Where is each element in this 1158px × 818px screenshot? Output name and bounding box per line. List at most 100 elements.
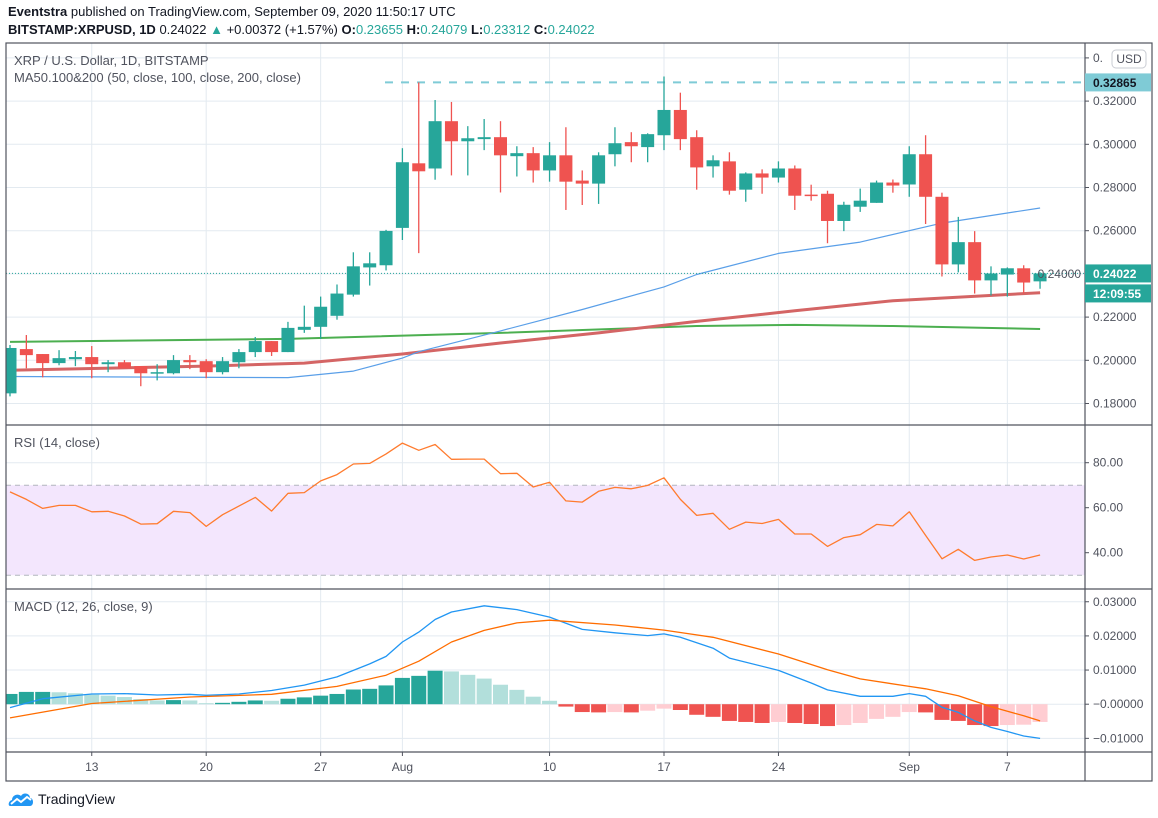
candle[interactable] bbox=[85, 346, 99, 379]
macd-pane[interactable] bbox=[3, 605, 1048, 740]
price-pane[interactable] bbox=[4, 76, 1086, 397]
candle[interactable] bbox=[150, 364, 164, 381]
candle[interactable] bbox=[444, 101, 458, 176]
candle-body bbox=[984, 273, 998, 281]
candle[interactable] bbox=[951, 216, 965, 273]
candle[interactable] bbox=[543, 142, 557, 182]
macd-label[interactable]: MACD (12, 26, close, 9) bbox=[14, 599, 153, 614]
ma-indicator-label[interactable]: MA50.100&200 (50, close, 100, close, 200… bbox=[14, 70, 301, 85]
candle[interactable] bbox=[706, 155, 720, 178]
candle[interactable] bbox=[1033, 272, 1047, 289]
price-axis-label: 0. bbox=[1093, 51, 1103, 65]
candle[interactable] bbox=[4, 344, 17, 397]
macd-histogram-bar bbox=[198, 703, 214, 705]
candle-body bbox=[837, 204, 851, 221]
candle[interactable] bbox=[68, 351, 82, 367]
candle[interactable] bbox=[526, 147, 540, 183]
candle[interactable] bbox=[722, 152, 736, 195]
candle[interactable] bbox=[837, 201, 851, 232]
candle-body bbox=[771, 168, 785, 178]
high-value: 0.24079 bbox=[420, 22, 468, 37]
high-price-badge: 0.32865 bbox=[1085, 73, 1151, 92]
candle[interactable] bbox=[657, 76, 671, 151]
candle[interactable] bbox=[821, 190, 834, 244]
candle[interactable] bbox=[134, 366, 148, 387]
candle[interactable] bbox=[232, 349, 246, 369]
candle[interactable] bbox=[608, 127, 622, 167]
candle[interactable] bbox=[968, 231, 982, 294]
candle[interactable] bbox=[673, 92, 687, 151]
candle[interactable] bbox=[330, 284, 344, 320]
candle[interactable] bbox=[248, 336, 262, 358]
candle[interactable] bbox=[984, 266, 998, 296]
candle[interactable] bbox=[117, 360, 131, 369]
candle[interactable] bbox=[314, 296, 328, 339]
candle-body bbox=[297, 326, 311, 330]
candle[interactable] bbox=[52, 350, 66, 366]
candle[interactable] bbox=[36, 354, 50, 378]
candle-body bbox=[444, 121, 458, 142]
candle[interactable] bbox=[101, 360, 115, 373]
candle[interactable] bbox=[690, 130, 704, 190]
candle[interactable] bbox=[771, 161, 785, 183]
candle[interactable] bbox=[575, 170, 589, 205]
candle[interactable] bbox=[1000, 267, 1014, 297]
candle[interactable] bbox=[902, 146, 916, 197]
candle[interactable] bbox=[167, 355, 180, 375]
candle[interactable] bbox=[216, 357, 230, 375]
candle[interactable] bbox=[363, 252, 377, 286]
candle[interactable] bbox=[755, 169, 769, 194]
candle[interactable] bbox=[346, 252, 360, 297]
candle[interactable] bbox=[853, 188, 867, 212]
currency-button[interactable]: USD bbox=[1111, 49, 1147, 69]
candle[interactable] bbox=[494, 121, 507, 193]
candle[interactable] bbox=[592, 152, 606, 204]
tradingview-brand[interactable]: TradingView bbox=[8, 790, 115, 808]
candle-body bbox=[657, 109, 671, 136]
candle[interactable] bbox=[935, 192, 949, 277]
macd-histogram-bar bbox=[264, 700, 280, 705]
candle[interactable] bbox=[559, 127, 573, 210]
candle[interactable] bbox=[804, 184, 818, 201]
candle-body bbox=[1017, 268, 1031, 283]
candle[interactable] bbox=[183, 355, 197, 370]
candle-body bbox=[68, 357, 82, 360]
candle[interactable] bbox=[395, 148, 409, 240]
candle-body bbox=[395, 162, 409, 228]
candle-body bbox=[461, 138, 475, 142]
rsi-pane[interactable] bbox=[6, 442, 1085, 576]
candle-body bbox=[412, 163, 426, 172]
candle[interactable] bbox=[199, 359, 213, 379]
last-price-badge-text: 0.24022 bbox=[1093, 267, 1137, 281]
candle[interactable] bbox=[297, 305, 311, 333]
candle-body bbox=[951, 242, 965, 265]
candle[interactable] bbox=[641, 133, 655, 163]
candle[interactable] bbox=[739, 172, 753, 202]
candle-body bbox=[968, 242, 982, 281]
candle[interactable] bbox=[788, 165, 802, 210]
candle[interactable] bbox=[19, 335, 33, 369]
candle[interactable] bbox=[412, 82, 426, 254]
candle[interactable] bbox=[281, 321, 295, 353]
candle-body bbox=[788, 168, 802, 196]
candle[interactable] bbox=[870, 180, 884, 203]
candle[interactable] bbox=[477, 119, 491, 151]
axes: 13 20 27 Aug 10 17 24 Sep 7 0. 0.32000 0.30000 0.280… bbox=[85, 51, 1151, 774]
rsi-label[interactable]: RSI (14, close) bbox=[14, 435, 100, 450]
candle[interactable] bbox=[1017, 265, 1031, 294]
published-text: published on TradingView.com, September … bbox=[70, 4, 456, 19]
candle[interactable] bbox=[379, 229, 393, 271]
publisher-name[interactable]: Eventstra bbox=[8, 4, 68, 19]
candle[interactable] bbox=[265, 341, 279, 356]
candle[interactable] bbox=[510, 146, 524, 177]
candle-body bbox=[232, 352, 246, 363]
open-label: O: bbox=[341, 22, 356, 37]
candle[interactable] bbox=[624, 132, 638, 163]
candle[interactable] bbox=[461, 126, 475, 176]
candle[interactable] bbox=[428, 100, 442, 180]
candle[interactable] bbox=[919, 135, 933, 225]
candle-body bbox=[608, 143, 622, 155]
candle[interactable] bbox=[886, 179, 900, 193]
main-title: XRP / U.S. Dollar, 1D, BITSTAMP bbox=[14, 53, 209, 68]
